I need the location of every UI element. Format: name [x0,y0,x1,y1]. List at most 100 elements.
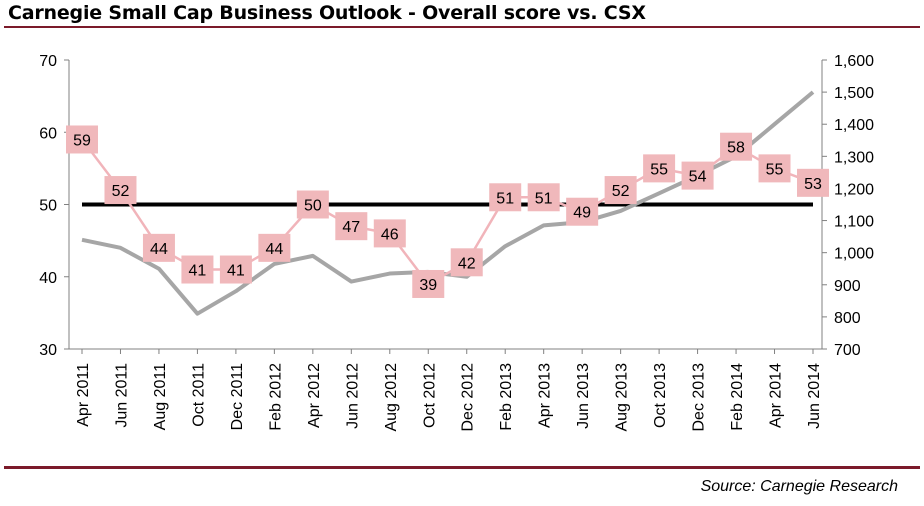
data-label-text: 58 [727,140,745,157]
data-label-text: 44 [265,241,283,258]
data-label: 52 [104,176,137,205]
data-label-box [604,176,637,205]
data-label-box [373,219,406,248]
x-tick-label: Apr 2011 [75,363,92,427]
data-label: 41 [181,255,214,284]
data-label-text: 41 [227,263,245,280]
left-tick-label: 30 [39,342,57,359]
x-tick-label: Oct 2013 [652,363,669,428]
chart-title: Carnegie Small Cap Business Outlook - Ov… [8,2,646,24]
right-tick-label: 700 [834,342,861,359]
data-label: 51 [489,183,522,212]
data-label-text: 54 [689,169,707,186]
data-label-text: 52 [112,183,130,200]
x-tick-label: Oct 2011 [190,363,207,427]
data-label-box [219,255,252,284]
x-tick-label: Jun 2013 [575,363,592,429]
data-label-box [643,154,676,183]
x-tick-label: Aug 2011 [152,363,169,430]
data-label: 59 [66,125,98,154]
right-tick-label: 1,100 [834,214,874,231]
data-label-box [181,255,214,284]
data-label-box [104,176,137,205]
data-label: 51 [527,183,560,212]
x-tick-label: Feb 2012 [267,363,284,431]
data-label: 58 [720,132,753,161]
right-tick-label: 900 [834,278,861,295]
data-label-box [142,233,175,262]
data-label: 54 [681,161,714,190]
data-label-text: 44 [150,241,168,258]
data-label-box [527,183,560,212]
left-tick-label: 40 [39,270,57,287]
x-tick-label: Jun 2014 [806,363,823,429]
data-label-text: 42 [458,255,476,272]
data-label-text: 51 [535,190,553,207]
data-label: 44 [258,233,291,262]
data-label-box [566,197,599,226]
x-tick-label: Apr 2012 [306,363,323,428]
x-tick-label: Feb 2014 [729,363,746,431]
x-tick-label: Jun 2011 [113,363,130,428]
data-label: 44 [142,233,175,262]
data-label-box [681,161,714,190]
data-label-text: 49 [573,205,591,222]
data-label-text: 41 [189,263,207,280]
left-tick-label: 50 [39,198,57,215]
data-label-box [489,183,522,212]
chart: 30 40 50 60 70 700 800 900 1,000 1,100 1,200 1,300… [39,53,874,432]
right-tick-label: 1,600 [834,53,874,70]
data-label: 46 [373,219,406,248]
data-label: 55 [758,154,791,183]
x-tick-label: Jun 2012 [344,363,361,429]
x-tick-label: Aug 2013 [614,363,631,432]
source-note: Source: Carnegie Research [700,478,898,495]
right-tick-label: 1,000 [834,246,874,263]
data-label-text: 39 [419,277,437,294]
title-divider [4,26,920,28]
data-label: 52 [604,176,637,205]
data-label-text: 51 [496,190,514,207]
data-label-box [335,212,368,241]
data-label-text: 55 [766,161,784,178]
data-label-box [412,269,445,298]
data-label-box [296,190,329,219]
footer-divider [4,466,920,469]
x-tick-label: Dec 2013 [691,363,708,432]
right-tick-label: 1,500 [834,85,874,102]
data-label: 49 [566,197,599,226]
x-tick-label: Aug 2012 [383,363,400,432]
right-tick-label: 1,400 [834,117,874,134]
data-label-box [258,233,291,262]
left-tick-label: 60 [39,125,57,142]
data-label: 55 [643,154,676,183]
data-label-text: 47 [342,219,360,236]
x-tick-label: Feb 2013 [498,363,515,431]
x-tick-label: Apr 2013 [537,363,554,428]
x-tick-label: Dec 2012 [460,363,477,432]
x-tick-label: Oct 2012 [421,363,438,428]
data-label-text: 52 [612,183,630,200]
data-label-text: 53 [804,176,822,193]
data-label-box [66,125,98,154]
right-tick-label: 800 [834,310,861,327]
data-label-text: 50 [304,198,322,215]
data-label-text: 55 [650,161,668,178]
left-tick-label: 70 [39,53,57,70]
right-tick-label: 1,300 [834,149,874,166]
data-label: 42 [450,248,483,277]
right-tick-label: 1,200 [834,181,874,198]
data-label: 53 [797,168,829,197]
data-label: 47 [335,212,368,241]
data-label: 41 [219,255,252,284]
data-label-box [450,248,483,277]
data-label: 39 [412,269,445,298]
data-label-box [758,154,791,183]
data-label-box [720,132,753,161]
data-label-text: 46 [381,226,399,243]
x-tick-label: Dec 2011 [229,363,246,430]
data-label: 50 [296,190,329,219]
x-tick-label: Apr 2014 [768,363,785,428]
data-label-box [797,168,829,197]
data-label-text: 59 [73,132,91,149]
